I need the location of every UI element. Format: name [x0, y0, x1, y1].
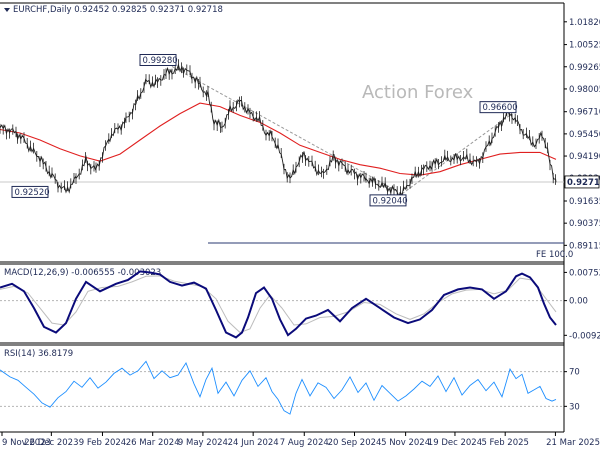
annotation-box: [139, 53, 177, 66]
date-axis-label: 5 Nov 2024: [381, 438, 430, 448]
date-axis-label: 21 Mar 2025: [546, 438, 600, 448]
rsi-axis: 70 30: [564, 368, 580, 412]
price-axis-label: 0.90375: [569, 219, 600, 229]
last-price-tag: 0.92718: [564, 175, 600, 189]
fe-label: FE 100.0: [536, 250, 573, 260]
dropdown-triangle-icon[interactable]: [4, 8, 10, 12]
price-annotation: 0.96600: [479, 101, 518, 114]
watermark: Action Forex: [362, 82, 474, 103]
price-axis-label: 1.01820: [569, 18, 600, 28]
price-axis-label: 0.99265: [569, 63, 600, 73]
price-guides: [0, 66, 564, 244]
date-axis-label: 5 Feb 2025: [481, 438, 529, 448]
macd-axis: 0.007526 0.00 -0.009252: [564, 268, 600, 341]
moving-average-series: [0, 102, 557, 176]
macd-line: [0, 270, 557, 339]
last-price-box: [564, 175, 600, 189]
rsi-line: [0, 360, 557, 415]
rsi-axis-label: 70: [569, 368, 580, 378]
date-axis-label: 20 Sep 2024: [328, 438, 382, 448]
price-annotation: 0.92520: [11, 185, 50, 198]
macd-series: [0, 270, 557, 339]
annotation-label: 0.96600: [483, 103, 518, 113]
rsi-series: [0, 360, 557, 415]
annotation-label: 0.92520: [15, 188, 50, 198]
last-price-label: 0.92718: [567, 178, 600, 188]
date-axis-label: 24 Jun 2024: [228, 438, 279, 448]
annotation-label: 0.99280: [143, 56, 178, 66]
price-axis-label: 1.00525: [569, 41, 600, 51]
macd-header: MACD(12,26,9) -0.006555 -0.003023: [4, 268, 161, 278]
rsi-axis-label: 30: [569, 402, 580, 412]
date-axis-label: 9 Nov 2023: [2, 438, 51, 448]
price-line: [0, 62, 557, 198]
price-annotation: 0.99280: [139, 53, 178, 66]
price-axis-label: 0.98005: [569, 85, 600, 95]
date-axis-label: 26 Dec 2023: [24, 438, 78, 448]
price-axis-label: 0.91635: [569, 197, 600, 207]
price-annotations: 0.92520 0.99280 0.92040 0.96600: [11, 53, 518, 207]
macd-axis-label: 0.007526: [569, 268, 600, 278]
price-axis-label: 0.89115: [569, 241, 600, 251]
date-axis-label: 9 May 2024: [178, 438, 228, 448]
panel-frames: [0, 2, 565, 433]
date-axis-label: 19 Dec 2024: [428, 438, 482, 448]
rsi-reference-lines: [0, 371, 564, 407]
date-axis-label: 7 Aug 2024: [280, 438, 329, 448]
rsi-header: RSI(14) 36.8179: [4, 349, 73, 359]
symbol-header: EURCHF,Daily 0.92452 0.92825 0.92371 0.9…: [13, 5, 223, 15]
moving-average-line: [0, 102, 557, 176]
date-axis-label: 9 Feb 2024: [79, 438, 127, 448]
date-axis-label: 26 Mar 2024: [126, 438, 180, 448]
guide-line-low-to-high: [401, 113, 513, 195]
annotation-box: [11, 185, 49, 198]
guide-line-high-to-low: [171, 66, 403, 195]
price-series: [0, 59, 557, 198]
annotation-label: 0.92040: [373, 196, 408, 206]
macd-axis-label: 0.00: [569, 297, 588, 307]
annotation-box: [479, 101, 517, 114]
macd-axis-label: -0.009252: [569, 331, 600, 341]
annotation-box: [369, 194, 407, 207]
price-annotation: 0.92040: [369, 194, 408, 207]
